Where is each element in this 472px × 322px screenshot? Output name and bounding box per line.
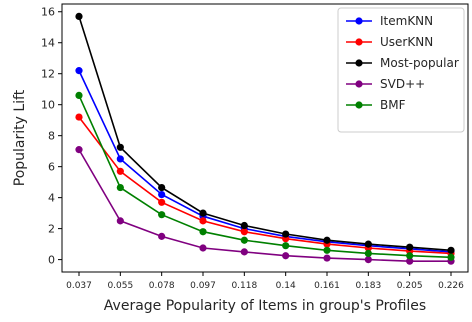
data-point-svd xyxy=(323,254,331,262)
x-tick-label: 0.097 xyxy=(190,281,216,291)
series-line-most-popular xyxy=(78,16,452,252)
data-point-svd xyxy=(199,244,207,252)
data-point-most-popular xyxy=(158,183,166,192)
x-tick-label: 0.226 xyxy=(438,281,464,291)
data-point-most-popular xyxy=(116,143,124,151)
data-point-svd xyxy=(240,248,248,256)
data-point-svd xyxy=(406,257,414,265)
legend-label-bmf: BMF xyxy=(380,98,406,112)
y-tick-label: 4 xyxy=(48,192,55,205)
data-point-bmf xyxy=(199,228,207,236)
data-point-userknn xyxy=(116,167,124,175)
data-point-userknn xyxy=(75,113,83,121)
legend-marker-most-popular xyxy=(355,59,363,67)
series-line-bmf xyxy=(78,95,452,259)
legend-marker-itemknn xyxy=(355,17,363,25)
data-point-bmf xyxy=(116,183,124,192)
legend: ItemKNN UserKNN Most-popular SVD++ BMF xyxy=(337,7,465,133)
data-point-bmf xyxy=(364,249,372,258)
x-tick-label: 0.055 xyxy=(107,281,133,291)
y-tick-label: 10 xyxy=(41,99,55,112)
legend-marker-userknn xyxy=(355,38,363,46)
x-tick-label: 0.183 xyxy=(355,281,381,291)
x-axis-label: Average Popularity of Items in group's P… xyxy=(104,298,426,314)
data-point-userknn xyxy=(158,198,166,206)
data-point-svd xyxy=(116,217,124,225)
y-tick-label: 16 xyxy=(41,6,55,19)
legend-label-itemknn: ItemKNN xyxy=(380,14,433,28)
data-point-bmf xyxy=(323,246,331,254)
series-layer xyxy=(75,12,455,265)
data-point-most-popular xyxy=(75,12,83,20)
data-point-bmf xyxy=(158,211,166,219)
x-tick-label: 0.118 xyxy=(231,281,257,291)
data-point-most-popular xyxy=(240,221,248,230)
legend-label-svd: SVD++ xyxy=(380,77,425,91)
data-point-userknn xyxy=(240,228,248,236)
y-tick-label: 14 xyxy=(41,37,55,50)
x-tick-label: 0.205 xyxy=(397,281,423,291)
series-line-itemknn xyxy=(78,70,452,253)
series-line-userknn xyxy=(78,116,452,255)
data-point-itemknn xyxy=(158,190,166,199)
y-tick-label: 12 xyxy=(41,68,55,81)
legend-box xyxy=(337,7,465,133)
x-tick-label: 0.14 xyxy=(276,281,296,291)
y-axis: 0 2 4 6 8 10 12 14 16 xyxy=(41,6,62,267)
data-point-svd xyxy=(75,146,83,154)
data-point-most-popular xyxy=(199,209,207,217)
y-tick-label: 2 xyxy=(48,223,55,236)
x-tick-label: 0.078 xyxy=(149,281,175,291)
data-point-itemknn xyxy=(75,67,83,75)
data-point-most-popular xyxy=(406,243,414,251)
data-point-svd xyxy=(282,252,290,260)
data-point-bmf xyxy=(282,242,290,250)
legend-label-userknn: UserKNN xyxy=(380,35,433,49)
y-tick-label: 6 xyxy=(48,161,55,174)
legend-marker-bmf xyxy=(355,101,363,109)
series-line-svd xyxy=(78,149,451,263)
data-point-most-popular xyxy=(323,236,331,244)
data-point-svd xyxy=(364,256,372,264)
data-point-bmf xyxy=(75,91,83,99)
x-tick-label: 0.161 xyxy=(314,281,340,291)
data-point-bmf xyxy=(447,253,455,261)
data-point-svd xyxy=(158,232,166,240)
x-axis: 0.037 0.055 0.078 0.097 0.118 0.14 0.161 0.183 0… xyxy=(66,272,464,291)
data-point-bmf xyxy=(406,252,414,260)
data-point-bmf xyxy=(240,236,248,244)
data-point-most-popular xyxy=(364,240,372,248)
legend-marker-svd xyxy=(355,80,363,88)
y-tick-label: 0 xyxy=(48,254,55,267)
data-point-itemknn xyxy=(116,155,124,163)
y-tick-label: 8 xyxy=(48,130,55,143)
x-tick-label: 0.037 xyxy=(66,281,92,291)
y-axis-label: Popularity Lift xyxy=(12,89,28,186)
data-point-userknn xyxy=(199,217,207,225)
legend-label-most-popular: Most-popular xyxy=(380,56,459,70)
data-point-most-popular xyxy=(282,230,290,238)
data-point-most-popular xyxy=(447,246,455,254)
